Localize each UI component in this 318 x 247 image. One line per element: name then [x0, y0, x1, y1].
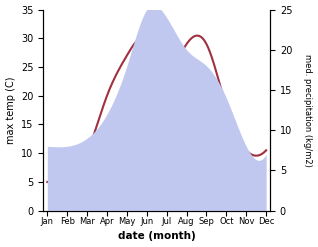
Y-axis label: max temp (C): max temp (C): [5, 76, 16, 144]
Y-axis label: med. precipitation (kg/m2): med. precipitation (kg/m2): [303, 54, 313, 166]
X-axis label: date (month): date (month): [118, 231, 196, 242]
